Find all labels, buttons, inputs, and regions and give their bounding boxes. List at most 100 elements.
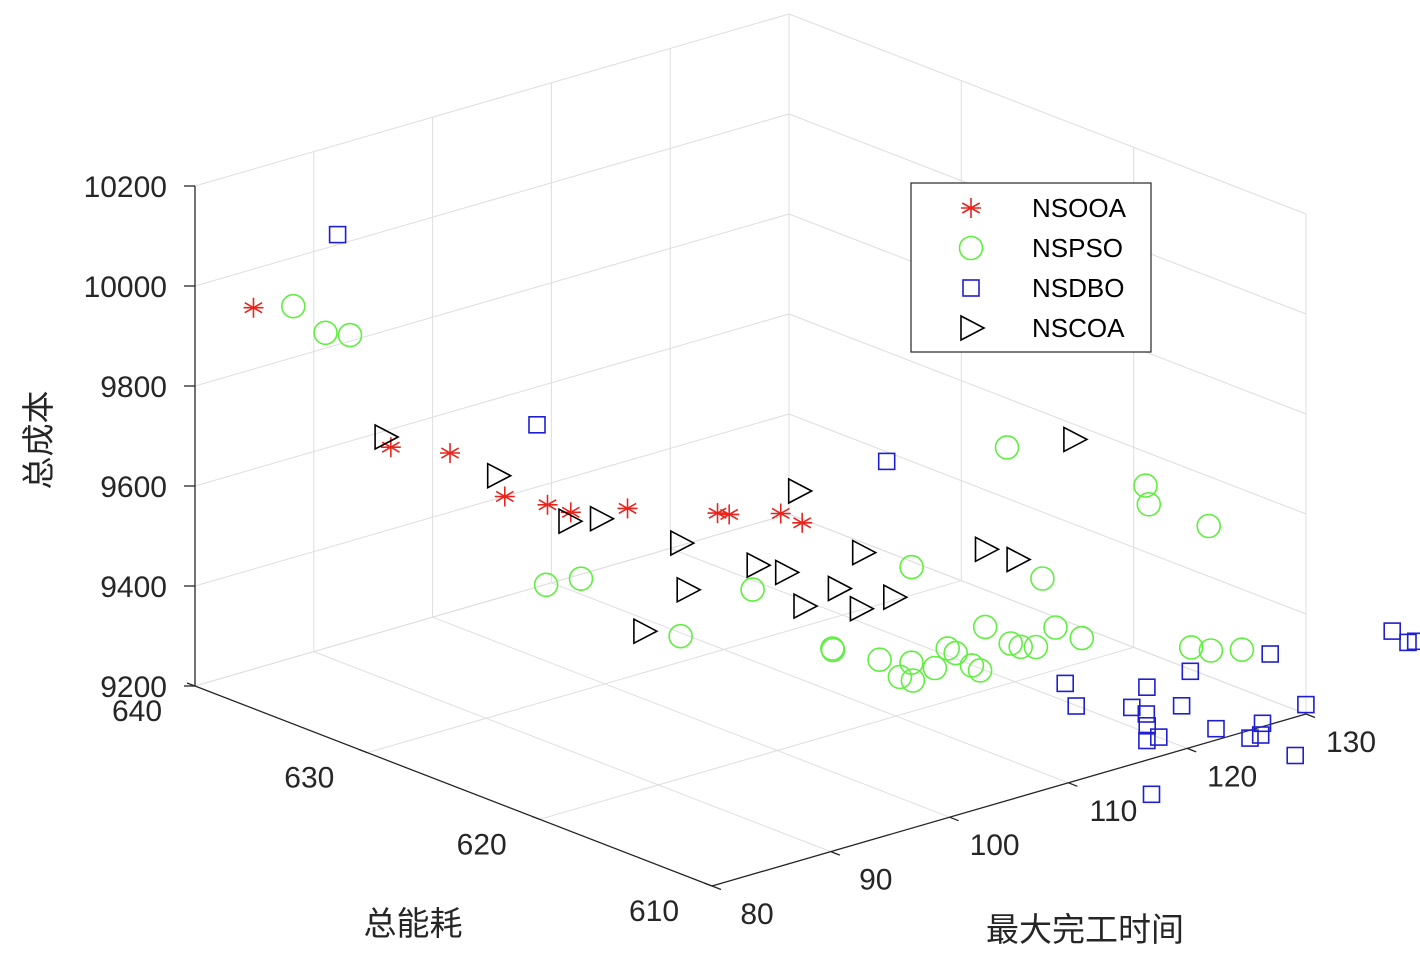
y-tick-label: 620 bbox=[457, 828, 507, 861]
z-tick-label: 9800 bbox=[100, 371, 167, 404]
z-tick-label: 10200 bbox=[84, 171, 167, 204]
data-point-nsdbo bbox=[1208, 721, 1224, 737]
legend-label-nspso: NSPSO bbox=[1032, 233, 1123, 263]
data-point-nspso bbox=[888, 665, 911, 688]
data-point-nsooa bbox=[440, 443, 460, 463]
data-point-nspso bbox=[821, 637, 844, 660]
data-points bbox=[244, 227, 1420, 803]
data-point-nspso bbox=[339, 324, 362, 347]
back-wall-grid-z bbox=[195, 514, 789, 686]
z-tick-label: 9600 bbox=[100, 471, 167, 504]
data-point-nsdbo bbox=[529, 417, 545, 433]
data-point-nsooa bbox=[618, 498, 638, 518]
data-point-nspso bbox=[1230, 638, 1253, 661]
data-point-nscoa bbox=[747, 553, 770, 577]
legend-label-nsdbo: NSDBO bbox=[1032, 273, 1124, 303]
data-point-nscoa bbox=[677, 578, 700, 602]
x-tick-label: 90 bbox=[859, 864, 892, 897]
data-point-nspso bbox=[936, 637, 959, 660]
x-tick-mark bbox=[950, 817, 959, 821]
x-tick-mark bbox=[1306, 714, 1315, 718]
legend: NSOOA NSPSO NSDBO NSCOA bbox=[911, 183, 1151, 352]
data-point-nspso bbox=[974, 615, 997, 638]
x-tick-label: 110 bbox=[1089, 795, 1137, 828]
data-point-nsdbo bbox=[1139, 679, 1155, 695]
data-point-nsooa bbox=[538, 495, 558, 515]
y-tick-label: 630 bbox=[284, 762, 334, 795]
x-tick-mark bbox=[1187, 748, 1196, 752]
data-point-nspso bbox=[314, 321, 337, 344]
data-point-nspso bbox=[944, 642, 967, 665]
back-wall-grid-z bbox=[195, 114, 789, 286]
z-tick-label: 9400 bbox=[100, 571, 167, 604]
data-point-nsdbo bbox=[1384, 623, 1400, 639]
data-point-nsdbo bbox=[1262, 646, 1278, 662]
series-nscoa bbox=[375, 425, 1087, 643]
data-point-nspso bbox=[1024, 636, 1047, 659]
floor-grid-y bbox=[367, 581, 961, 753]
data-point-nsdbo bbox=[1138, 706, 1154, 722]
z-tick-label: 9200 bbox=[100, 671, 167, 704]
data-point-nscoa bbox=[488, 464, 511, 488]
x-tick-mark bbox=[831, 852, 840, 856]
data-point-nspso bbox=[1197, 515, 1220, 538]
y-axis-label: 总能耗 bbox=[364, 904, 463, 943]
data-point-nscoa bbox=[1007, 548, 1030, 572]
data-point-nspso bbox=[570, 567, 593, 590]
data-point-nspso bbox=[900, 556, 923, 579]
y-tick-mark bbox=[704, 883, 712, 886]
y-axis-line bbox=[195, 686, 712, 886]
data-point-nsooa bbox=[244, 298, 264, 318]
data-point-nsdbo bbox=[330, 227, 346, 243]
data-point-nsooa bbox=[719, 504, 739, 524]
data-point-nscoa bbox=[850, 597, 873, 621]
back-wall-grid-z bbox=[195, 314, 789, 486]
data-point-nsdbo bbox=[1124, 699, 1140, 715]
right-wall-grid-z bbox=[789, 514, 1306, 714]
data-point-nsdbo bbox=[1139, 718, 1155, 734]
data-point-nscoa bbox=[789, 479, 812, 503]
data-point-nsooa bbox=[495, 486, 515, 506]
data-point-nscoa bbox=[976, 537, 999, 561]
x-tick-label: 130 bbox=[1326, 726, 1376, 759]
series-nsooa bbox=[244, 298, 813, 533]
series-nspso bbox=[282, 295, 1254, 692]
data-point-nspso bbox=[282, 295, 305, 318]
data-point-nspso bbox=[741, 578, 764, 601]
data-point-nspso bbox=[996, 436, 1019, 459]
data-point-nsdbo bbox=[1144, 786, 1160, 802]
legend-label-nsooa: NSOOA bbox=[1032, 193, 1127, 223]
data-point-nscoa bbox=[853, 541, 876, 565]
y-tick-label: 610 bbox=[629, 895, 679, 928]
data-point-nsdbo bbox=[1287, 748, 1303, 764]
grid-lines bbox=[195, 14, 1306, 886]
tick-labels: 8090100110120130610620630640920094009600… bbox=[84, 171, 1376, 931]
data-point-nspso bbox=[900, 651, 923, 674]
data-point-nscoa bbox=[828, 577, 851, 601]
data-point-nscoa bbox=[671, 531, 694, 555]
legend-label-nscoa: NSCOA bbox=[1032, 313, 1125, 343]
data-point-nspso bbox=[868, 648, 891, 671]
data-point-nscoa bbox=[591, 507, 614, 531]
data-point-nsdbo bbox=[1068, 698, 1084, 714]
data-point-nspso bbox=[1031, 567, 1054, 590]
right-wall-grid-z bbox=[789, 414, 1306, 614]
data-point-nsdbo bbox=[879, 453, 895, 469]
x-tick-label: 80 bbox=[740, 898, 773, 931]
x-tick-label: 100 bbox=[970, 829, 1020, 862]
x-tick-label: 120 bbox=[1207, 760, 1257, 793]
z-axis-label: 总成本 bbox=[19, 391, 58, 490]
data-point-nspso bbox=[923, 657, 946, 680]
data-point-nsdbo bbox=[1174, 698, 1190, 714]
data-point-nspso bbox=[1070, 627, 1093, 650]
data-point-nsooa bbox=[708, 503, 728, 523]
y-tick-mark bbox=[532, 816, 540, 819]
data-point-nscoa bbox=[1064, 427, 1087, 451]
back-wall-grid-z bbox=[195, 14, 789, 186]
x-axis-label: 最大完工时间 bbox=[986, 910, 1184, 949]
data-point-nsooa bbox=[792, 513, 812, 533]
data-point-nspso bbox=[969, 659, 992, 682]
data-point-nsooa bbox=[771, 503, 791, 523]
floor-grid-x bbox=[314, 652, 831, 852]
